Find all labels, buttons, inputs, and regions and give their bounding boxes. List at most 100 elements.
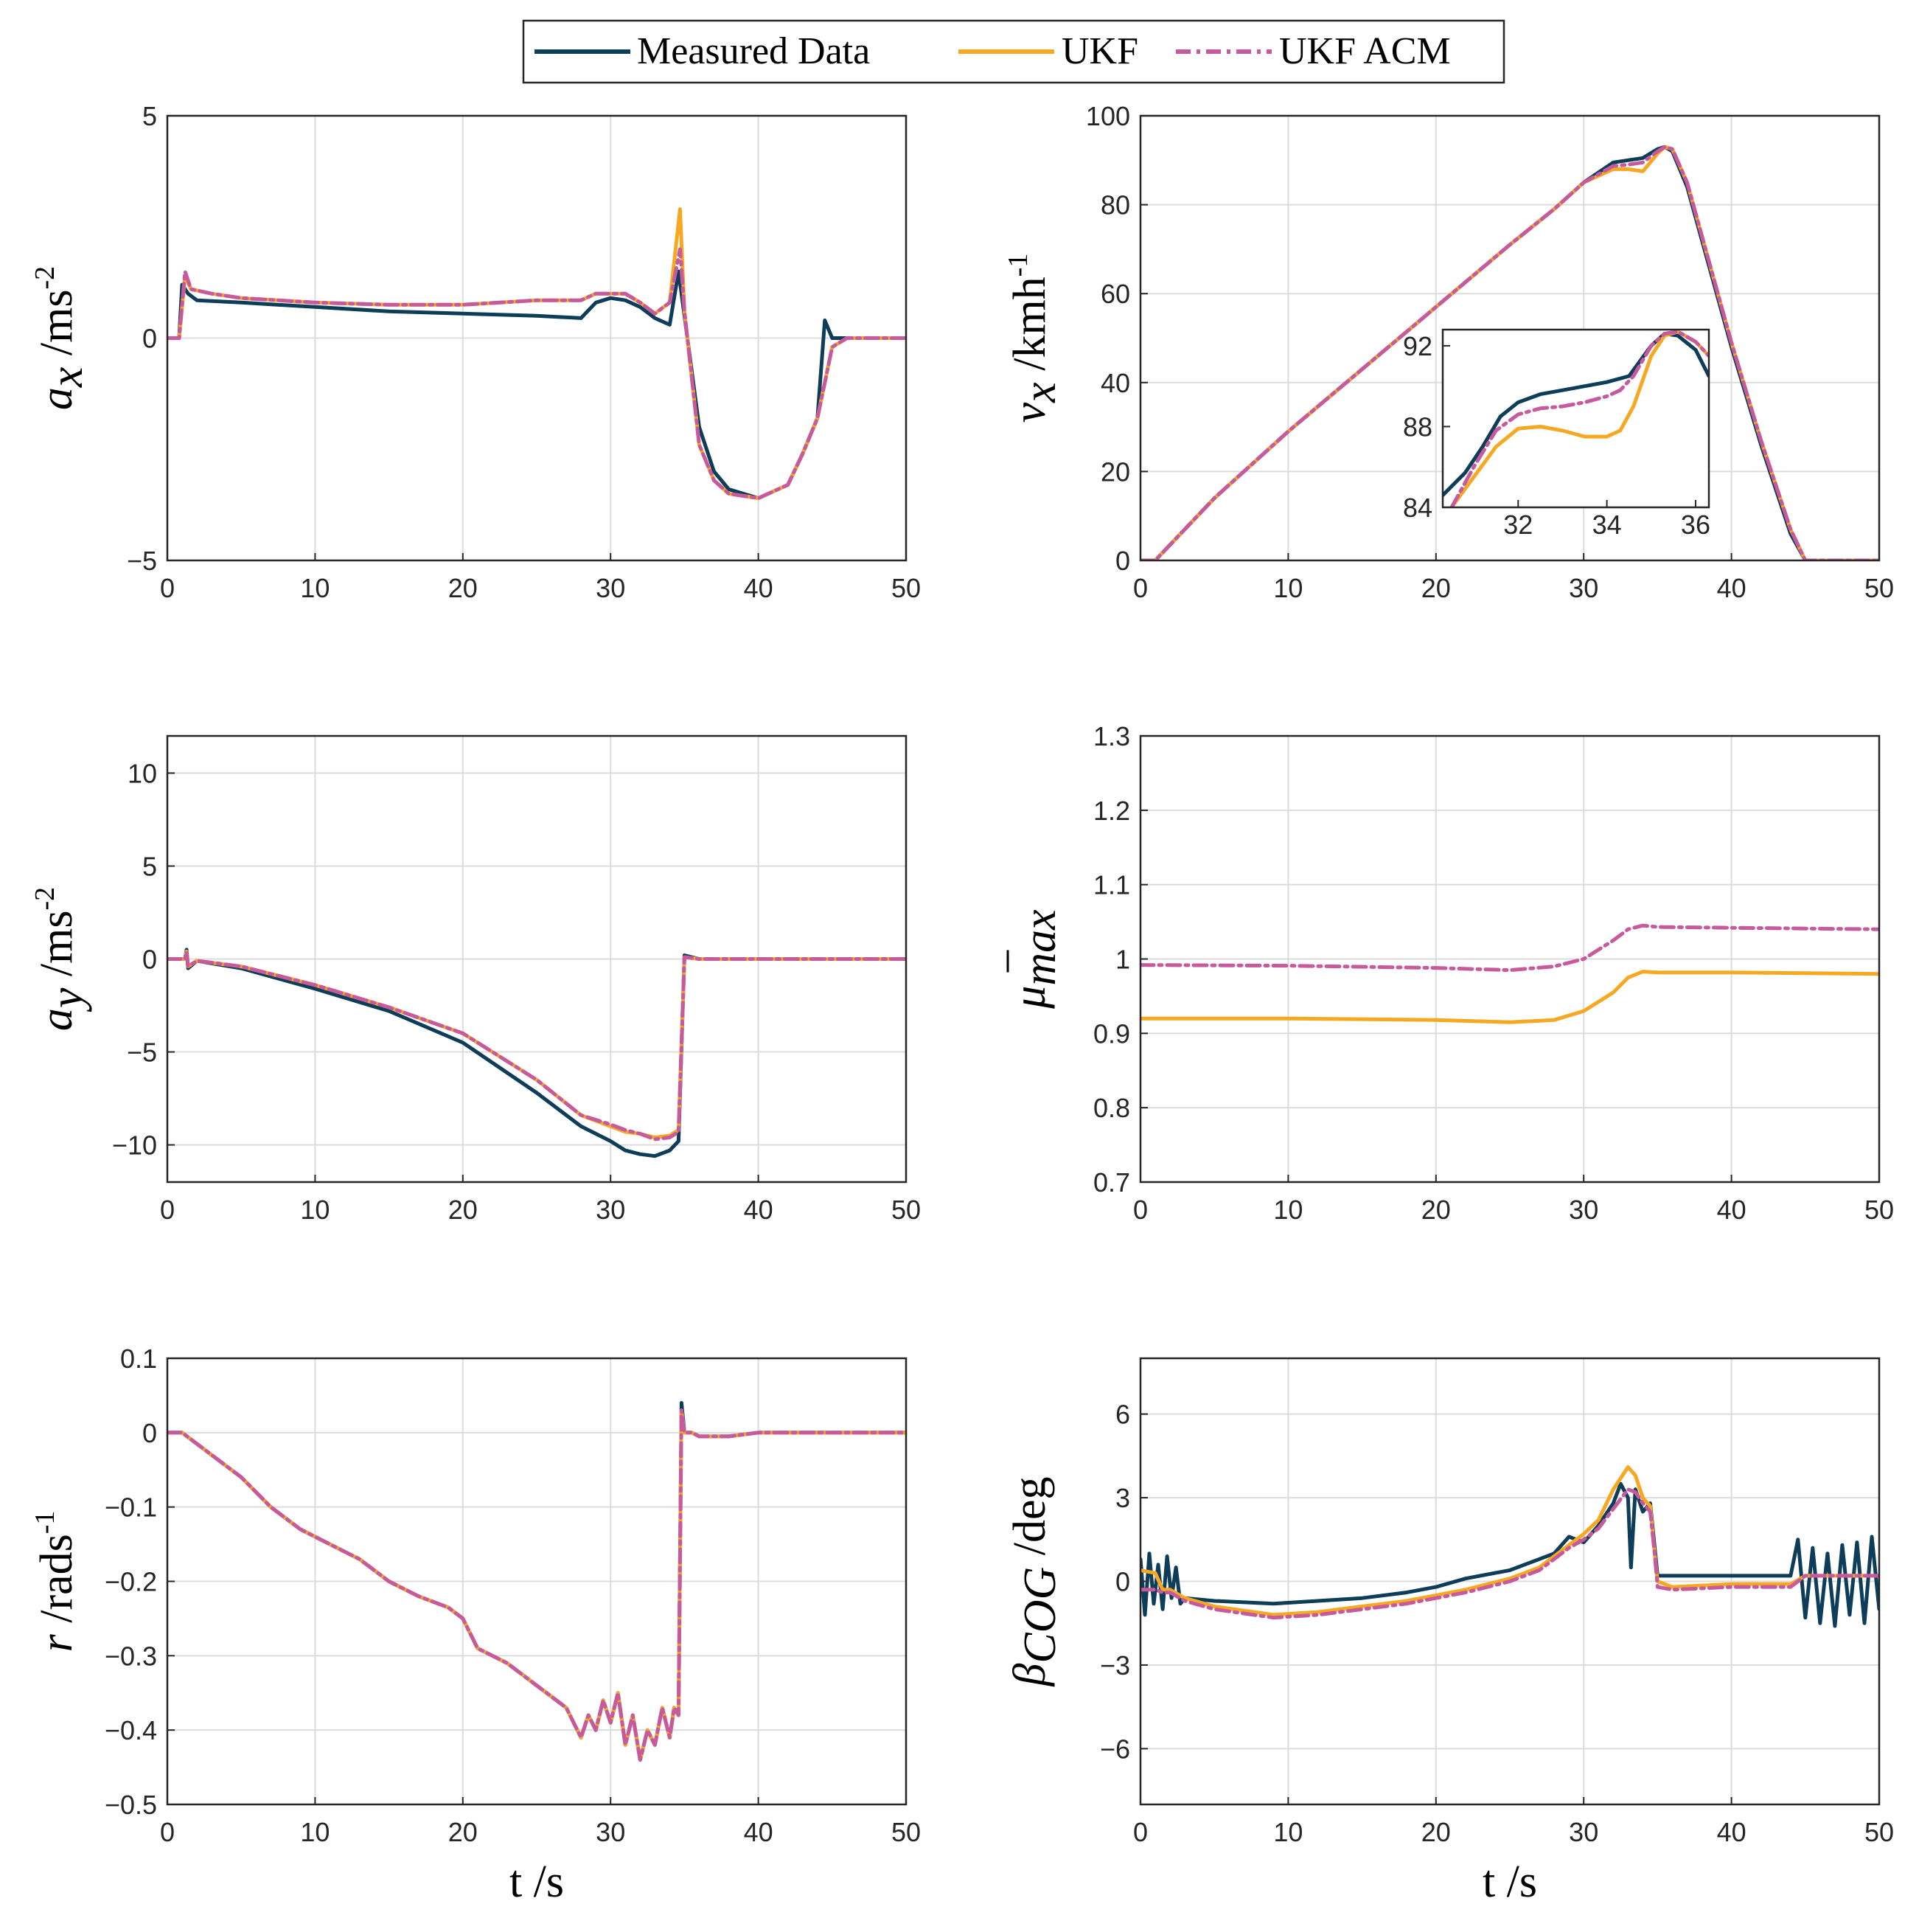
x-tick-label: 20 <box>1421 1195 1451 1225</box>
y-tick-label: 0 <box>1115 1567 1130 1597</box>
x-tick-label: 40 <box>744 1195 773 1225</box>
x-tick-label: 20 <box>1421 1817 1451 1847</box>
y-tick-label: −0.2 <box>105 1567 157 1597</box>
y-tick-label: 1 <box>1115 945 1130 975</box>
chart-beta: 0 10 20 30 40 50 −6 −3 0 3 6 βCOG /deg t /s <box>1005 1357 1894 1907</box>
series-ukf <box>1140 1465 1879 1617</box>
y-tick-label: −3 <box>1100 1650 1130 1681</box>
chart-ay: 0 10 20 30 40 50 −10 −5 0 5 10 ay /ms-2 <box>29 734 921 1225</box>
y-tick-label: 80 <box>1101 190 1130 220</box>
y-tick-label: 60 <box>1101 279 1130 309</box>
series-ukf-acm <box>1140 145 1879 560</box>
y-axis-label: vx /kmh-1 <box>1003 254 1065 423</box>
x-tick-label: 0 <box>160 573 175 603</box>
x-tick-label: 40 <box>1717 1195 1746 1225</box>
x-tick-label: 0 <box>1133 1195 1148 1225</box>
y-tick-label: −6 <box>1100 1734 1130 1764</box>
y-tick-label: 1.1 <box>1093 870 1130 900</box>
x-tick-label: 10 <box>300 1817 330 1847</box>
series-group <box>1443 330 1709 507</box>
axes-frame <box>1139 114 1881 562</box>
x-tick-label: 0 <box>160 1817 175 1847</box>
x-tick-label: 10 <box>1273 1817 1303 1847</box>
series-group <box>167 948 906 1158</box>
x-tick-label: 40 <box>1717 573 1746 603</box>
y-tick-label: 84 <box>1403 493 1432 523</box>
x-tick-label: 30 <box>1569 1195 1598 1225</box>
x-tick-label: 10 <box>300 1195 330 1225</box>
y-tick-label: −5 <box>127 1038 157 1068</box>
axes-frame <box>166 114 908 562</box>
axes-frame <box>1139 734 1881 1184</box>
x-axis-label: t /s <box>1483 1857 1537 1907</box>
x-tick-label: 40 <box>1717 1817 1746 1847</box>
y-tick-label: −0.1 <box>105 1493 157 1523</box>
y-tick-label: 1.3 <box>1093 721 1130 751</box>
x-tick-label: 40 <box>744 573 773 603</box>
y-tick-label: 0.9 <box>1093 1018 1130 1049</box>
chart-r: 0 10 20 30 40 50 −0.5 −0.4 −0.3 −0.2 −0.1 0 0.1 r /ra… <box>29 1344 921 1907</box>
legend-label-ukf: UKF <box>1062 30 1138 72</box>
x-tick-label: 32 <box>1503 510 1533 540</box>
series-group <box>167 207 906 501</box>
y-tick-label: 10 <box>128 758 157 788</box>
series-ukf-acm <box>1140 923 1879 973</box>
x-tick-label: 36 <box>1681 510 1710 540</box>
y-tick-label: 1.2 <box>1093 796 1130 826</box>
x-tick-label: 34 <box>1592 510 1622 540</box>
x-tick-label: 10 <box>1273 1195 1303 1225</box>
series-group <box>1140 923 1879 1024</box>
series-measured-data <box>1443 332 1709 498</box>
chart-vx_inset: 32 34 36 84 88 92 <box>1403 328 1710 540</box>
x-tick-label: 0 <box>1133 1817 1148 1847</box>
series-group <box>1140 145 1879 560</box>
x-tick-label: 50 <box>891 573 921 603</box>
y-tick-label: −0.4 <box>105 1715 157 1745</box>
y-tick-label: 0 <box>142 324 157 354</box>
series-ukf <box>1140 970 1879 1024</box>
y-tick-label: 88 <box>1403 411 1432 442</box>
y-tick-label: 5 <box>142 851 157 881</box>
series-ukf-acm <box>167 1408 906 1762</box>
y-axis-label: ay /ms-2 <box>29 887 92 1031</box>
series-ukf-acm <box>167 949 906 1142</box>
axes-frame <box>166 1357 908 1806</box>
y-tick-label: 0 <box>1115 546 1130 576</box>
series-group <box>167 1401 906 1762</box>
x-tick-label: 50 <box>1864 1195 1894 1225</box>
x-tick-label: 20 <box>448 573 478 603</box>
x-tick-label: 50 <box>891 1195 921 1225</box>
x-tick-label: 30 <box>1569 573 1598 603</box>
x-tick-label: 50 <box>1864 573 1894 603</box>
y-tick-label: −0.3 <box>105 1641 157 1671</box>
y-tick-label: 0 <box>142 1418 157 1448</box>
y-axis-label: βCOG /deg <box>1005 1476 1065 1686</box>
y-axis-label: ax /ms-2 <box>29 266 92 410</box>
y-tick-label: 40 <box>1101 368 1130 398</box>
plot-area <box>1443 330 1709 507</box>
y-tick-label: 0 <box>142 945 157 975</box>
y-axis-label: μmax <box>1005 909 1065 1010</box>
y-tick-label: −0.5 <box>105 1790 157 1820</box>
x-tick-label: 0 <box>1133 573 1148 603</box>
legend: Measured Data UKF UKF ACM <box>522 19 1505 84</box>
x-tick-label: 30 <box>596 1195 625 1225</box>
x-tick-label: 40 <box>744 1817 773 1847</box>
chart-mu: 0 10 20 30 40 50 0.7 0.8 0.9 1 1.1 1.2 1.3 μmax <box>1005 721 1894 1225</box>
y-tick-label: −5 <box>127 546 157 576</box>
y-tick-label: 0.1 <box>120 1344 157 1374</box>
x-tick-label: 0 <box>160 1195 175 1225</box>
series-group <box>1140 1465 1879 1628</box>
x-tick-label: 30 <box>596 1817 625 1847</box>
series-ukf-acm <box>1140 1487 1879 1620</box>
y-tick-label: 0.8 <box>1093 1093 1130 1123</box>
y-tick-label: 100 <box>1086 101 1130 131</box>
y-axis-label: r /rads-1 <box>29 1511 82 1653</box>
axes-frame <box>166 734 908 1184</box>
x-tick-label: 30 <box>1569 1817 1598 1847</box>
y-tick-label: 3 <box>1115 1483 1130 1513</box>
x-tick-label: 30 <box>596 573 625 603</box>
x-tick-label: 20 <box>448 1817 478 1847</box>
y-tick-label: 5 <box>142 101 157 131</box>
